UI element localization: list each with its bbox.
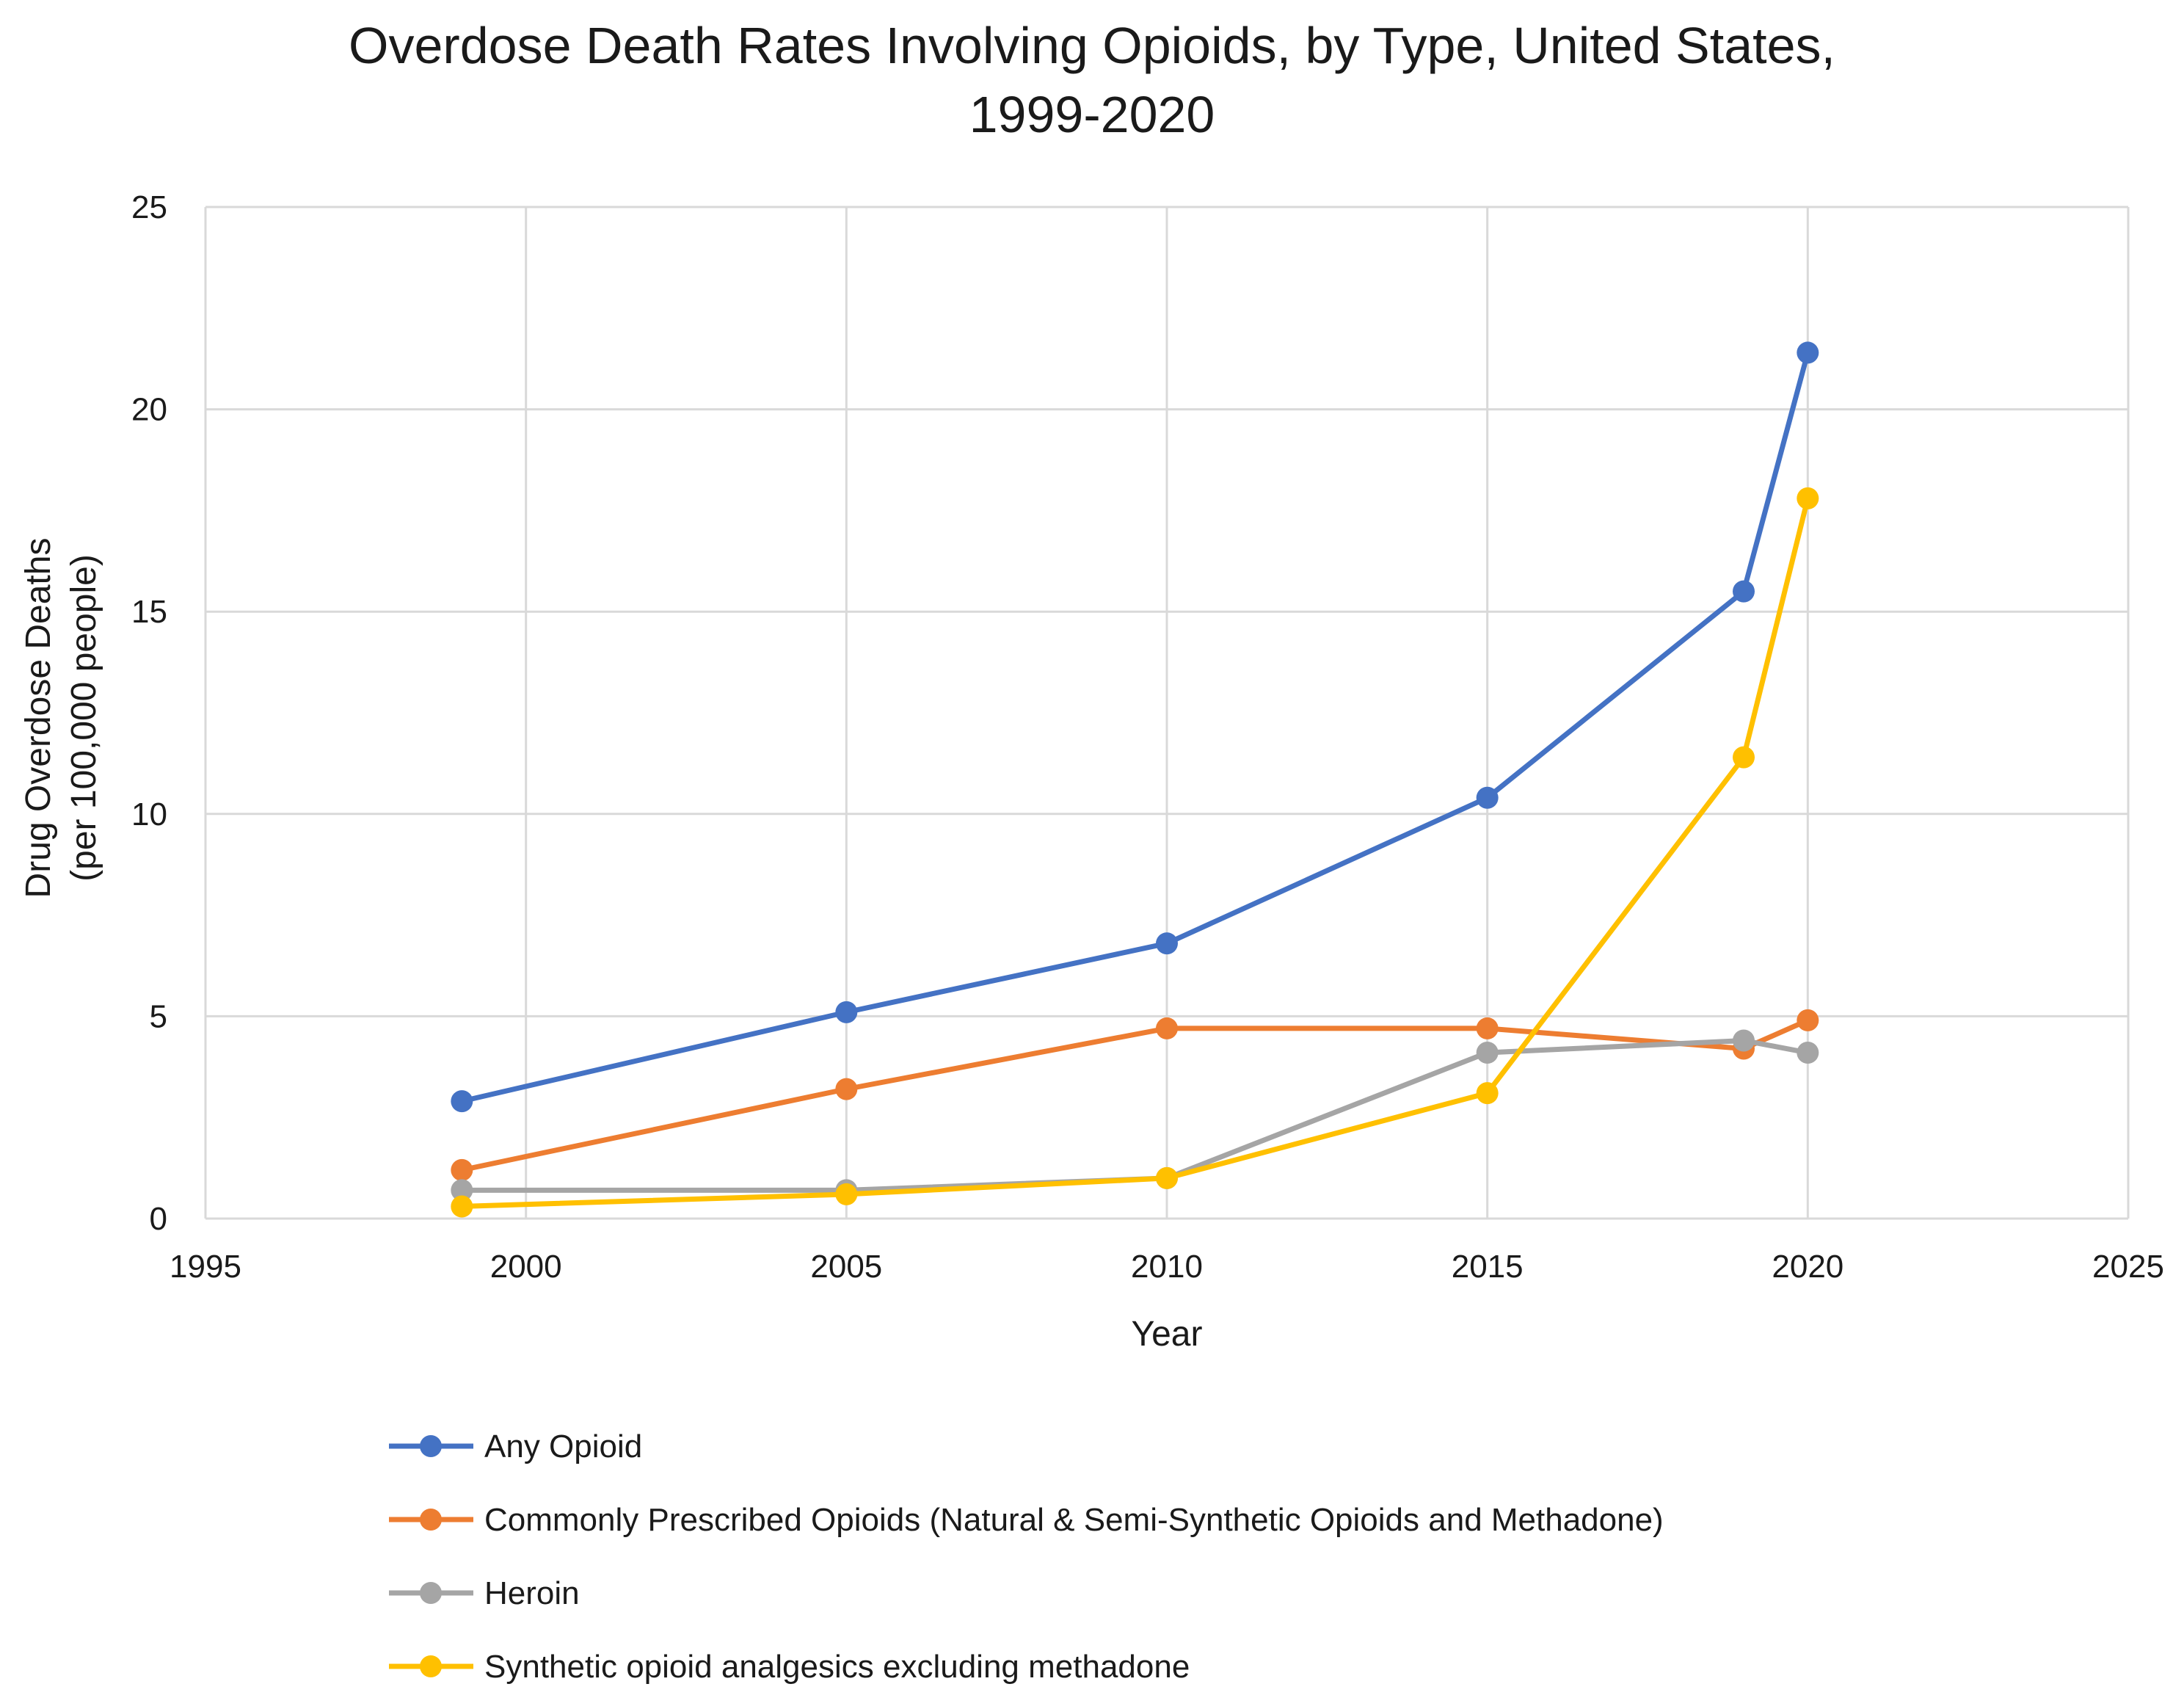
- x-tick-label: 1995: [170, 1249, 241, 1285]
- x-tick-label: 2010: [1131, 1249, 1203, 1285]
- y-axis-ticks: 0 5 10 15 20 25: [131, 189, 167, 1237]
- series: [451, 341, 1819, 1218]
- y-axis-title-line-2: (per 100,000 people): [65, 554, 103, 882]
- legend-label: Any Opioid: [484, 1429, 642, 1464]
- data-point: [1797, 341, 1819, 364]
- series-line: [459, 496, 1810, 1209]
- legend-swatch-marker: [420, 1582, 442, 1604]
- legend-label: Synthetic opioid analgesics excluding me…: [484, 1649, 1190, 1685]
- data-point: [451, 1179, 473, 1202]
- y-tick-label: 25: [131, 189, 167, 225]
- y-tick-label: 10: [131, 796, 167, 832]
- data-point: [451, 1195, 473, 1218]
- series-line: [459, 1037, 1810, 1193]
- data-point: [1797, 1009, 1819, 1031]
- data-point: [1733, 580, 1755, 603]
- legend-item: Commonly Prescribed Opioids (Natural & S…: [389, 1502, 1664, 1538]
- x-tick-label: 2020: [1772, 1249, 1843, 1285]
- x-tick-label: 2015: [1452, 1249, 1524, 1285]
- data-point: [1156, 932, 1178, 955]
- x-axis-title: Year: [1132, 1315, 1203, 1354]
- data-point: [1476, 1017, 1499, 1039]
- legend-label: Commonly Prescribed Opioids (Natural & S…: [484, 1502, 1664, 1538]
- data-point: [1733, 746, 1755, 769]
- legend-item: Heroin: [389, 1575, 580, 1611]
- data-point: [451, 1090, 473, 1113]
- legend-item: Synthetic opioid analgesics excluding me…: [389, 1649, 1190, 1685]
- x-tick-label: 2000: [490, 1249, 562, 1285]
- y-axis-title-line-1: Drug Overdose Deaths: [19, 538, 58, 899]
- gridlines: [204, 206, 2130, 1220]
- legend: Any Opioid Commonly Prescribed Opioids (N…: [389, 1429, 1664, 1685]
- data-point: [835, 1078, 858, 1100]
- data-point: [1797, 487, 1819, 509]
- data-point: [1476, 786, 1499, 809]
- data-point: [835, 1001, 858, 1023]
- chart-title-line-1: Overdose Death Rates Involving Opioids, …: [349, 17, 1835, 74]
- data-point: [1797, 1042, 1819, 1064]
- series-1: [451, 1009, 1819, 1181]
- series-line: [459, 349, 1810, 1104]
- x-axis-ticks: 1995 2000 2005 2010 2015 2020 2025: [170, 1249, 2164, 1285]
- data-point: [1156, 1166, 1178, 1189]
- chart-title-line-2: 1999-2020: [969, 86, 1215, 143]
- data-point: [835, 1183, 858, 1205]
- y-tick-label: 0: [150, 1201, 167, 1237]
- y-tick-label: 15: [131, 594, 167, 630]
- series-3: [451, 487, 1819, 1218]
- legend-item: Any Opioid: [389, 1429, 642, 1464]
- y-tick-label: 20: [131, 392, 167, 428]
- data-point: [1733, 1029, 1755, 1052]
- legend-swatch-marker: [420, 1655, 442, 1677]
- legend-swatch-marker: [420, 1435, 442, 1457]
- data-point: [1476, 1082, 1499, 1105]
- y-tick-label: 5: [150, 998, 167, 1034]
- legend-label: Heroin: [484, 1575, 580, 1611]
- series-0: [451, 341, 1819, 1113]
- chart-title: Overdose Death Rates Involving Opioids, …: [349, 17, 1835, 143]
- series-line: [459, 1017, 1810, 1173]
- x-tick-label: 2025: [2092, 1249, 2164, 1285]
- data-point: [451, 1158, 473, 1181]
- x-tick-label: 2005: [810, 1249, 882, 1285]
- data-point: [1156, 1017, 1178, 1039]
- legend-swatch-marker: [420, 1509, 442, 1531]
- axis-titles: Year Drug Overdose Deaths (per 100,000 p…: [19, 538, 1203, 1354]
- data-point: [1476, 1042, 1499, 1064]
